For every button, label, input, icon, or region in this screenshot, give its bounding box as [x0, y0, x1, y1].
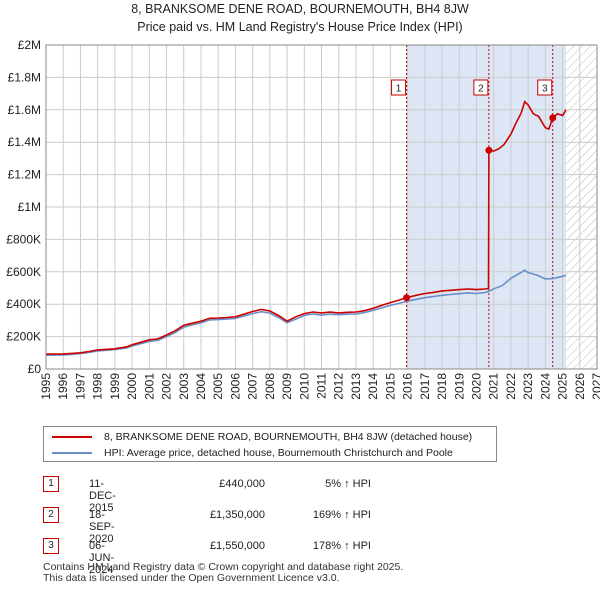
y-tick-label: £1.8M [8, 70, 41, 84]
x-tick-label: 2009 [280, 373, 294, 400]
x-tick-label: 2011 [315, 373, 329, 399]
x-tick-label: 2010 [297, 373, 311, 400]
sale-price: £440,000 [219, 478, 265, 490]
x-tick-label: 2014 [366, 373, 380, 400]
price-chart: £0 £200K £400K £600K £800K £1M £1.2M £1.4M £1.6M… [6, 38, 600, 400]
legend-label-property: 8, BRANKSOME DENE ROAD, BOURNEMOUTH, BH4… [104, 431, 473, 443]
event-label: 3 [542, 84, 548, 95]
plot-border [45, 44, 598, 370]
x-tick-label: 2020 [469, 373, 483, 400]
sale-price: £1,350,000 [209, 509, 265, 521]
y-tick-label: £1M [18, 200, 41, 214]
sale-date: 18-SEP-2020 [89, 509, 115, 545]
x-tick-label: 2018 [435, 373, 449, 400]
x-tick-label: 2012 [332, 373, 346, 400]
footer-copyright: Contains HM Land Registry data © Crown c… [43, 561, 404, 573]
sale-price: £1,550,000 [209, 540, 265, 552]
x-tick-label: 2021 [487, 373, 501, 400]
x-tick-label: 2004 [194, 373, 208, 400]
x-tick-label: 2017 [418, 373, 432, 400]
event-label-box [473, 79, 489, 96]
chart-title: 8, BRANKSOME DENE ROAD, BOURNEMOUTH, BH4… [131, 2, 469, 16]
x-tick-label: 2007 [246, 373, 260, 400]
legend: 8, BRANKSOME DENE ROAD, BOURNEMOUTH, BH4… [43, 426, 497, 462]
x-tick-label: 2019 [452, 373, 466, 400]
y-tick-label: £1.4M [8, 135, 41, 149]
y-tick-label: £800K [6, 232, 41, 246]
x-tick-label: 2027 [590, 373, 600, 400]
event-label-box [391, 79, 407, 96]
y-tick-label: £2M [18, 38, 41, 52]
x-tick-label: 2013 [349, 373, 363, 400]
chart-subtitle: Price paid vs. HM Land Registry's House … [137, 20, 463, 34]
y-tick-label: £600K [6, 265, 41, 279]
sale-marker [485, 146, 493, 154]
x-tick-label: 2006 [228, 373, 242, 400]
x-tick-label: 2001 [142, 373, 156, 400]
sale-marker [549, 114, 557, 122]
legend-item-property: 8, BRANKSOME DENE ROAD, BOURNEMOUTH, BH4… [52, 429, 472, 445]
sale-marker [403, 294, 411, 302]
x-tick-label: 1999 [108, 373, 122, 400]
x-tick-label: 2005 [211, 373, 225, 400]
x-tick-label: 1995 [39, 373, 53, 400]
sale-date: 06-JUN-2024 [89, 540, 115, 576]
x-tick-label: 1996 [56, 373, 70, 400]
sale-number-badge: 3 [43, 538, 59, 554]
y-tick-label: £1.2M [8, 168, 41, 182]
sale-hpi: 169% ↑ HPI [312, 509, 371, 521]
x-tick-label: 2025 [556, 373, 570, 400]
y-tick-label: £400K [6, 297, 41, 311]
x-tick-label: 2016 [401, 373, 415, 400]
y-tick-label: £1.6M [8, 103, 41, 117]
y-tick-label: £200K [6, 330, 41, 344]
footer-licence: This data is licensed under the Open Gov… [43, 572, 340, 584]
x-tick-label: 2024 [538, 373, 552, 400]
sale-number-badge: 2 [43, 507, 59, 523]
x-tick-label: 2015 [383, 373, 397, 400]
x-tick-label: 2003 [177, 373, 191, 400]
x-tick-label: 1997 [73, 373, 87, 400]
sale-date: 11-DEC-2015 [89, 478, 116, 514]
event-label-box [537, 79, 553, 96]
x-tick-label: 2022 [504, 373, 518, 400]
legend-item-hpi: HPI: Average price, detached house, Bour… [52, 445, 453, 461]
sale-number-badge: 1 [43, 476, 59, 492]
property-price-line [45, 100, 567, 355]
x-tick-label: 2023 [521, 373, 535, 400]
sale-hpi: 178% ↑ HPI [312, 540, 371, 552]
x-tick-label: 2008 [263, 373, 277, 400]
legend-label-hpi: HPI: Average price, detached house, Bour… [104, 447, 453, 459]
x-tick-label: 2000 [125, 373, 139, 400]
x-tick-label: 1998 [91, 373, 105, 400]
sale-hpi: 5% ↑ HPI [325, 478, 371, 490]
x-tick-label: 2026 [573, 373, 587, 400]
legend-swatch-property [52, 436, 92, 438]
hpi-line [45, 269, 567, 356]
y-tick-label: £0 [28, 362, 42, 376]
event-label: 2 [478, 84, 484, 95]
event-label: 1 [396, 84, 402, 95]
legend-swatch-hpi [52, 452, 92, 454]
x-tick-label: 2002 [160, 373, 174, 400]
